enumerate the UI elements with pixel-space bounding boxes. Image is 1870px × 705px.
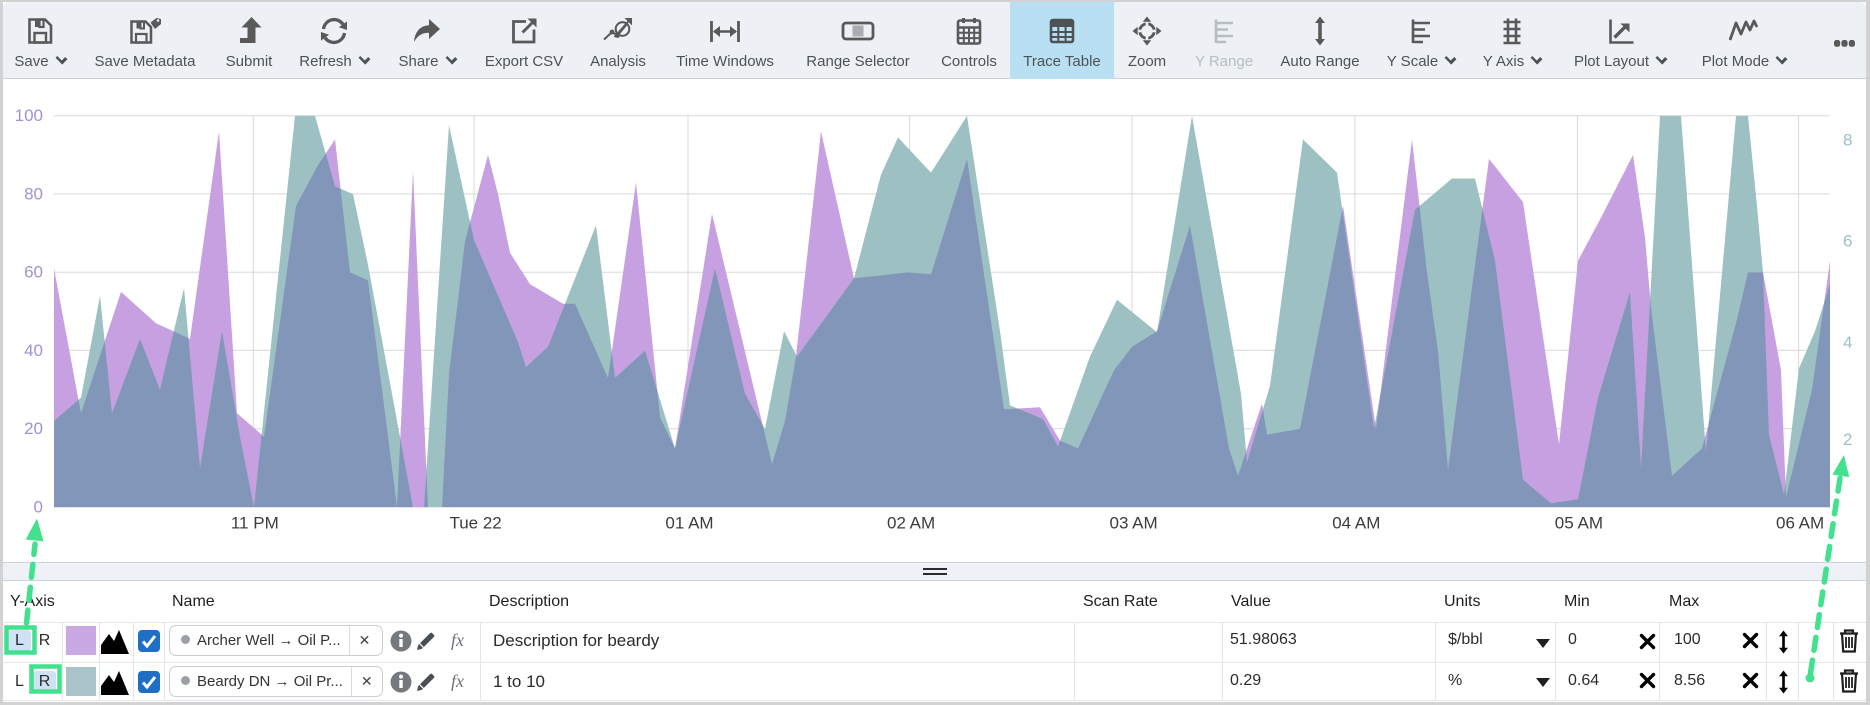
svg-text:8: 8 [1843, 131, 1852, 150]
svg-text:11 PM: 11 PM [231, 514, 279, 533]
svg-text:0: 0 [34, 498, 43, 517]
svg-text:05 AM: 05 AM [1555, 514, 1603, 533]
svg-text:6: 6 [1843, 232, 1852, 251]
svg-text:03 AM: 03 AM [1109, 514, 1157, 533]
svg-text:40: 40 [24, 341, 43, 360]
svg-text:06 AM: 06 AM [1776, 514, 1824, 533]
svg-text:01 AM: 01 AM [665, 514, 713, 533]
svg-text:60: 60 [24, 263, 43, 282]
svg-text:80: 80 [24, 184, 43, 203]
svg-text:4: 4 [1843, 333, 1852, 352]
svg-text:04 AM: 04 AM [1332, 514, 1380, 533]
svg-text:Tue 22: Tue 22 [449, 514, 501, 533]
svg-text:100: 100 [15, 106, 43, 125]
svg-text:20: 20 [24, 419, 43, 438]
svg-text:02 AM: 02 AM [887, 514, 935, 533]
svg-text:2: 2 [1843, 430, 1852, 449]
